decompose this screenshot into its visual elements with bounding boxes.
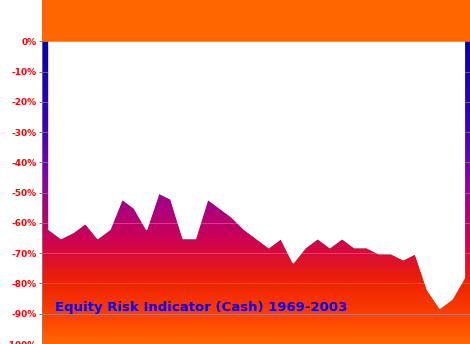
Text: Equity Risk Indicator (Cash) 1969-2003: Equity Risk Indicator (Cash) 1969-2003 bbox=[55, 301, 347, 314]
